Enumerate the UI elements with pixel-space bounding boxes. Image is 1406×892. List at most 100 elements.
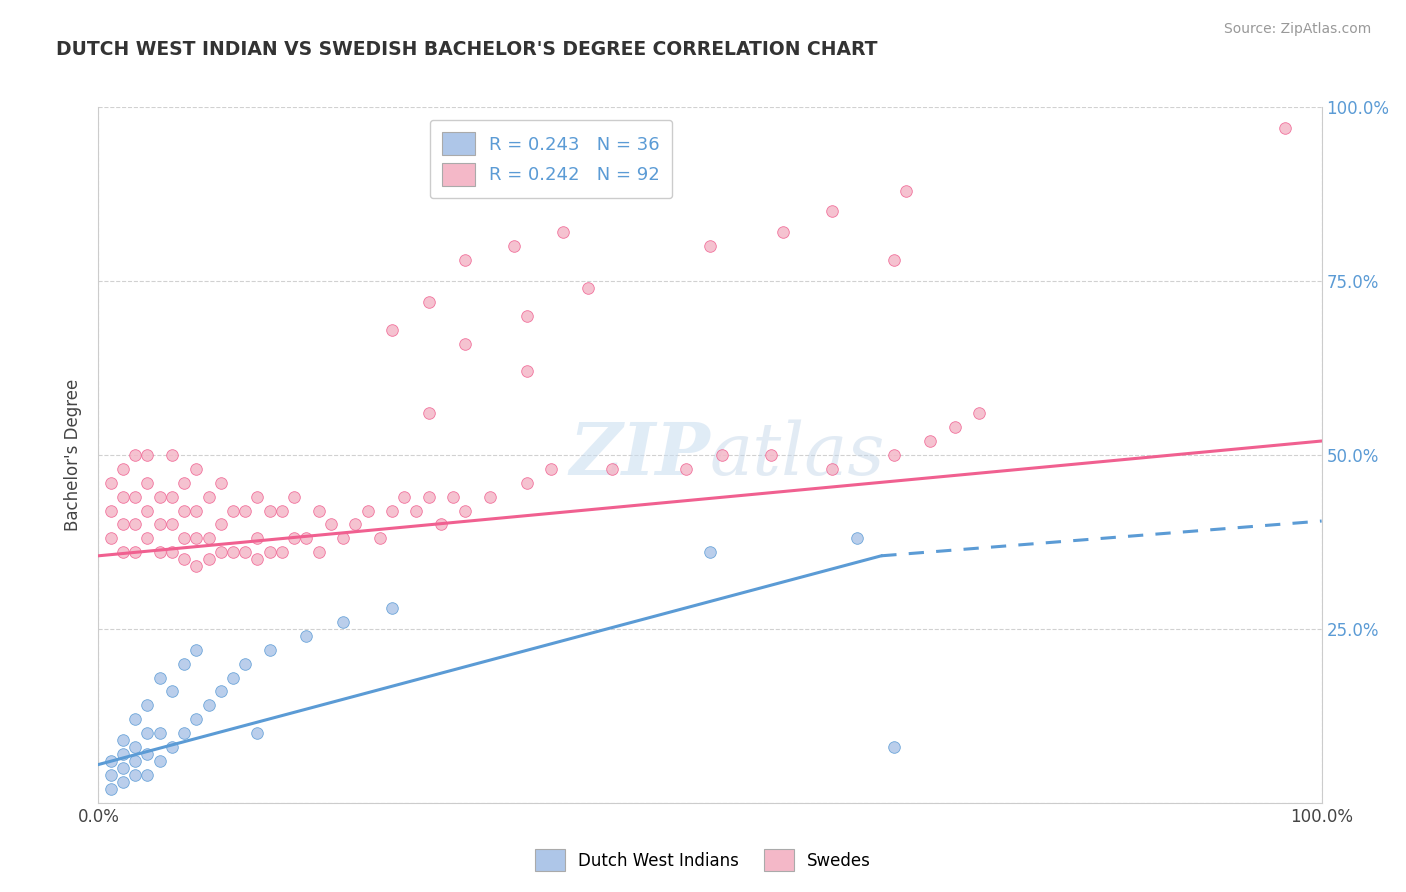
Point bbox=[160, 448, 183, 462]
Point bbox=[111, 517, 134, 532]
Point bbox=[332, 615, 354, 629]
Point bbox=[136, 747, 159, 761]
Text: Source: ZipAtlas.com: Source: ZipAtlas.com bbox=[1223, 22, 1371, 37]
Legend: Dutch West Indians, Swedes: Dutch West Indians, Swedes bbox=[526, 841, 880, 880]
Point bbox=[392, 490, 416, 504]
Point bbox=[1274, 120, 1296, 135]
Point bbox=[222, 545, 245, 559]
Point bbox=[894, 184, 917, 198]
Point bbox=[111, 747, 134, 761]
Point bbox=[124, 517, 146, 532]
Point bbox=[405, 503, 427, 517]
Point bbox=[246, 552, 269, 566]
Point bbox=[283, 490, 305, 504]
Point bbox=[149, 671, 172, 685]
Point bbox=[270, 503, 294, 517]
Point bbox=[173, 552, 195, 566]
Point bbox=[381, 323, 404, 337]
Point bbox=[160, 545, 183, 559]
Point bbox=[515, 364, 537, 378]
Point bbox=[246, 726, 269, 740]
Point bbox=[943, 420, 966, 434]
Point bbox=[454, 336, 477, 351]
Point bbox=[600, 462, 623, 476]
Point bbox=[160, 740, 183, 755]
Point bbox=[186, 503, 208, 517]
Point bbox=[136, 768, 159, 782]
Point bbox=[173, 503, 195, 517]
Point bbox=[222, 671, 245, 685]
Point bbox=[111, 545, 134, 559]
Point bbox=[136, 475, 159, 490]
Point bbox=[515, 475, 537, 490]
Point bbox=[711, 448, 734, 462]
Point bbox=[332, 532, 354, 546]
Point bbox=[100, 475, 122, 490]
Point bbox=[111, 733, 134, 747]
Point bbox=[136, 448, 159, 462]
Point bbox=[136, 503, 159, 517]
Point bbox=[124, 490, 146, 504]
Point bbox=[540, 462, 562, 476]
Point bbox=[197, 490, 219, 504]
Point bbox=[430, 517, 453, 532]
Point bbox=[186, 559, 208, 574]
Point bbox=[454, 503, 477, 517]
Point bbox=[259, 642, 281, 657]
Point bbox=[149, 545, 172, 559]
Text: atlas: atlas bbox=[710, 419, 886, 491]
Point bbox=[186, 642, 208, 657]
Point bbox=[233, 503, 256, 517]
Point bbox=[319, 517, 342, 532]
Point bbox=[160, 490, 183, 504]
Point bbox=[100, 754, 122, 768]
Point bbox=[246, 532, 269, 546]
Point bbox=[197, 532, 219, 546]
Point bbox=[259, 545, 281, 559]
Point bbox=[186, 532, 208, 546]
Point bbox=[283, 532, 305, 546]
Point bbox=[920, 434, 942, 448]
Point bbox=[111, 775, 134, 789]
Point bbox=[136, 698, 159, 713]
Point bbox=[381, 503, 404, 517]
Point bbox=[111, 462, 134, 476]
Point bbox=[100, 768, 122, 782]
Point bbox=[100, 532, 122, 546]
Point bbox=[186, 712, 208, 726]
Point bbox=[209, 545, 232, 559]
Point bbox=[883, 740, 905, 755]
Legend: R = 0.243   N = 36, R = 0.242   N = 92: R = 0.243 N = 36, R = 0.242 N = 92 bbox=[429, 120, 672, 198]
Point bbox=[295, 532, 318, 546]
Point bbox=[454, 253, 477, 268]
Point bbox=[821, 204, 844, 219]
Point bbox=[160, 684, 183, 698]
Point bbox=[149, 726, 172, 740]
Point bbox=[356, 503, 378, 517]
Point bbox=[478, 490, 501, 504]
Point bbox=[149, 754, 172, 768]
Point bbox=[418, 406, 440, 420]
Point bbox=[124, 754, 146, 768]
Point bbox=[308, 545, 330, 559]
Point bbox=[418, 490, 440, 504]
Point bbox=[295, 629, 318, 643]
Point bbox=[222, 503, 245, 517]
Point bbox=[246, 490, 269, 504]
Point bbox=[173, 657, 195, 671]
Point bbox=[149, 517, 172, 532]
Point bbox=[136, 532, 159, 546]
Point bbox=[149, 490, 172, 504]
Point bbox=[368, 532, 391, 546]
Point bbox=[186, 462, 208, 476]
Point bbox=[136, 726, 159, 740]
Point bbox=[197, 552, 219, 566]
Point bbox=[576, 281, 599, 295]
Point bbox=[699, 239, 721, 253]
Point bbox=[233, 545, 256, 559]
Point bbox=[124, 448, 146, 462]
Point bbox=[124, 545, 146, 559]
Point bbox=[699, 545, 721, 559]
Point bbox=[675, 462, 697, 476]
Point bbox=[111, 761, 134, 775]
